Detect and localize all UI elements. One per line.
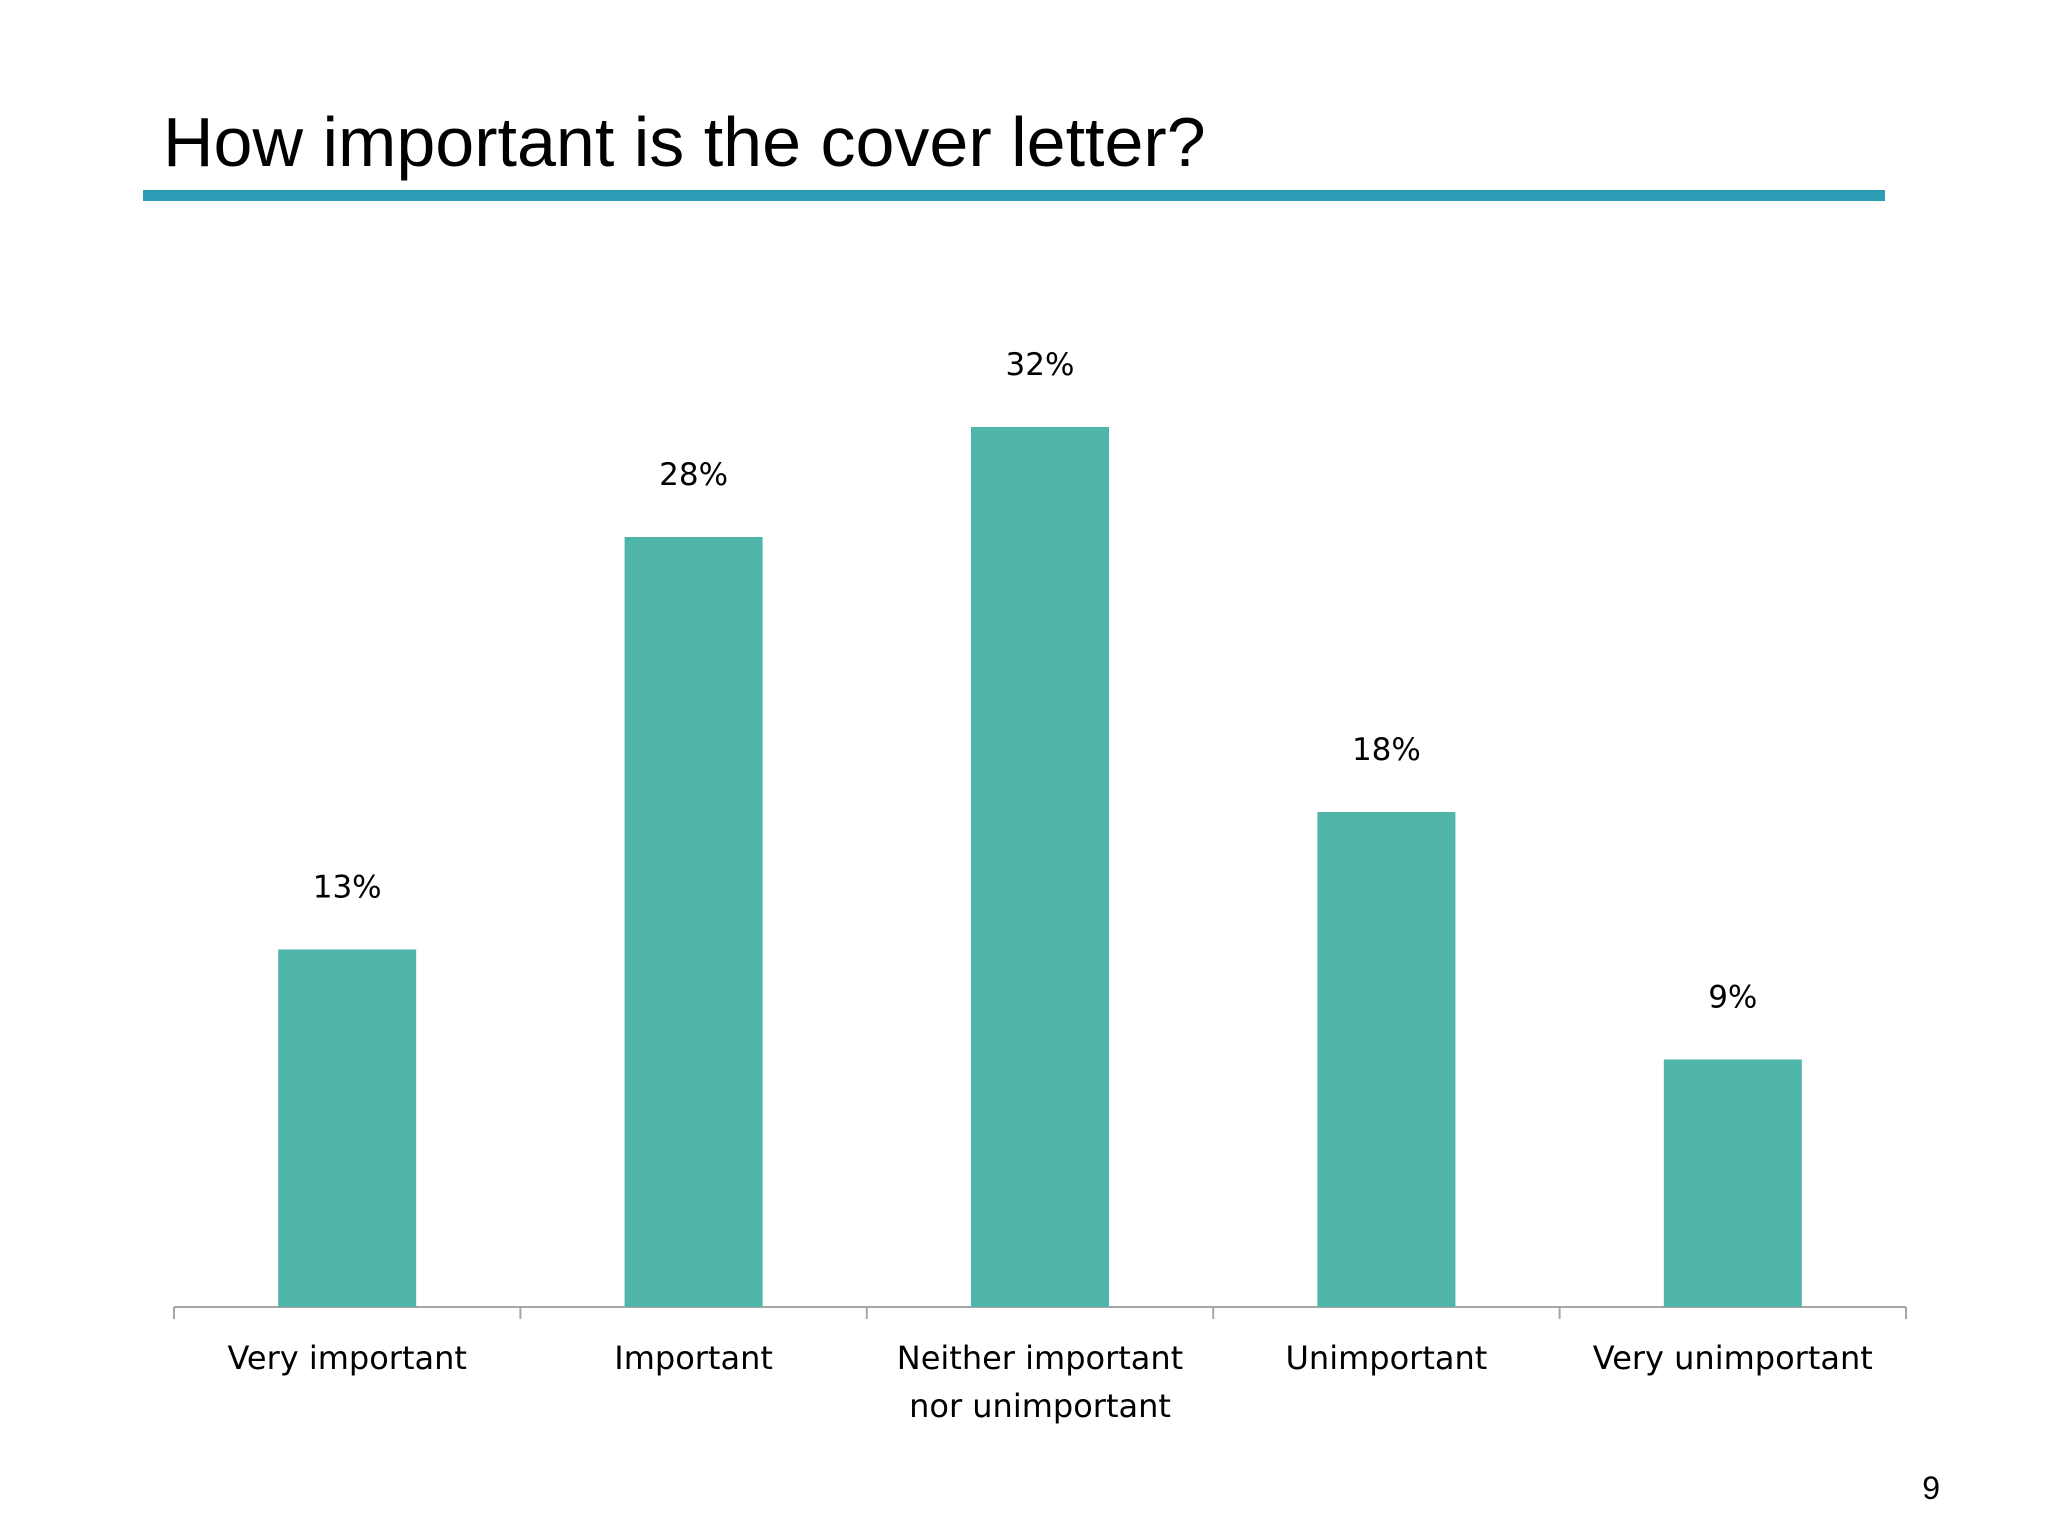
bar bbox=[624, 537, 763, 1307]
bar bbox=[1663, 1059, 1802, 1307]
data-label: 18% bbox=[1352, 732, 1421, 768]
page-number: 9 bbox=[1922, 1470, 1940, 1506]
category-label: nor unimportant bbox=[909, 1387, 1171, 1425]
bar bbox=[971, 427, 1109, 1307]
bar bbox=[278, 949, 417, 1307]
category-label: Neither important bbox=[897, 1339, 1183, 1377]
category-label: Unimportant bbox=[1286, 1339, 1488, 1377]
category-label: Important bbox=[614, 1339, 773, 1377]
bar bbox=[1317, 812, 1456, 1307]
category-label: Very important bbox=[227, 1339, 466, 1377]
data-label: 32% bbox=[1006, 347, 1075, 383]
data-label: 9% bbox=[1708, 980, 1757, 1016]
data-label: 28% bbox=[659, 457, 728, 493]
title-divider bbox=[143, 190, 1885, 201]
data-label: 13% bbox=[313, 870, 382, 906]
category-label: Very unimportant bbox=[1593, 1339, 1873, 1377]
slide-title: How important is the cover letter? bbox=[163, 103, 1206, 181]
